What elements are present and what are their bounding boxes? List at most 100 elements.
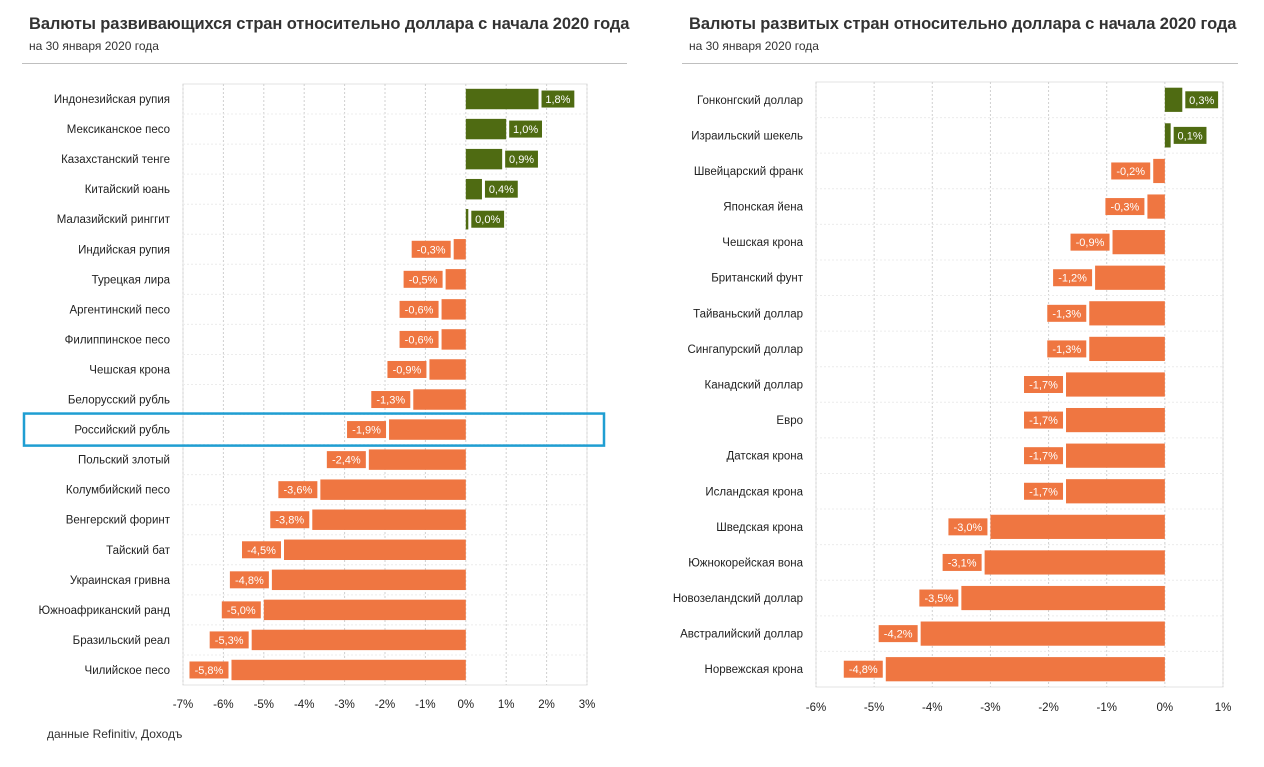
x-tick-label: -5% bbox=[864, 702, 884, 714]
category-label: Мексиканское песо bbox=[67, 124, 170, 136]
data-label: -1,7% bbox=[1029, 415, 1058, 427]
data-label: 0,9% bbox=[509, 154, 534, 166]
category-label: Белорусский рубль bbox=[68, 395, 170, 407]
left-chart-title: Валюты развивающихся стран относительно … bbox=[29, 15, 630, 33]
bar bbox=[453, 239, 466, 260]
data-label-box bbox=[278, 481, 318, 499]
x-tick-label: -2% bbox=[375, 699, 395, 711]
category-label: Швейцарский франк bbox=[694, 166, 804, 178]
data-label-box bbox=[403, 270, 443, 288]
data-label-box bbox=[387, 360, 427, 378]
data-label-box bbox=[411, 240, 451, 258]
data-label: -5,3% bbox=[215, 635, 244, 647]
x-tick-label: -6% bbox=[213, 699, 233, 711]
data-label-box bbox=[471, 210, 505, 228]
x-tick-label: 1% bbox=[498, 699, 515, 711]
bar bbox=[1164, 87, 1183, 112]
category-label: Тайский бат bbox=[106, 545, 171, 557]
bar bbox=[1066, 443, 1165, 468]
data-label-box bbox=[1070, 233, 1110, 251]
data-label-box bbox=[509, 120, 542, 138]
category-label: Британский фунт bbox=[711, 273, 804, 285]
data-label-box bbox=[326, 451, 366, 469]
data-label: -3,0% bbox=[954, 522, 983, 534]
data-label: -3,6% bbox=[283, 485, 312, 497]
data-label: -5,0% bbox=[227, 605, 256, 617]
data-label: -4,8% bbox=[235, 575, 264, 587]
bar bbox=[1164, 123, 1171, 148]
left-chart-subtitle: на 30 января 2020 года bbox=[29, 39, 159, 53]
data-label: -0,6% bbox=[405, 334, 434, 346]
data-label-box bbox=[541, 90, 575, 108]
bar bbox=[1112, 230, 1165, 255]
data-label-box bbox=[270, 511, 310, 529]
category-label: Польский злотый bbox=[78, 455, 170, 467]
category-label: Малазийский ринггит bbox=[57, 214, 171, 226]
data-label-box bbox=[843, 660, 883, 678]
bar bbox=[271, 569, 466, 591]
data-label: -1,3% bbox=[376, 395, 405, 407]
data-label: -4,5% bbox=[247, 545, 276, 557]
category-label: Датская крона bbox=[727, 451, 804, 463]
category-label: Японская йена bbox=[723, 202, 803, 214]
data-label: -0,5% bbox=[409, 274, 438, 286]
data-label: -0,6% bbox=[405, 304, 434, 316]
category-label: Сингапурский доллар bbox=[687, 344, 803, 356]
category-label: Чешская крона bbox=[89, 364, 170, 376]
category-label: Австралийский доллар bbox=[680, 629, 803, 641]
category-label: Филиппинское песо bbox=[65, 334, 170, 346]
data-source: данные Refinitiv, Доходъ bbox=[47, 727, 183, 741]
bar bbox=[1066, 479, 1165, 504]
bar bbox=[990, 514, 1165, 539]
bar bbox=[465, 88, 539, 110]
x-tick-label: -3% bbox=[980, 702, 1000, 714]
data-label: -0,9% bbox=[393, 364, 422, 376]
data-label: -1,3% bbox=[1052, 344, 1081, 356]
data-label: -3,1% bbox=[948, 557, 977, 569]
bar bbox=[413, 389, 466, 410]
category-label: Канадский доллар bbox=[705, 380, 803, 392]
category-label: Израильский шекель bbox=[691, 130, 803, 142]
x-tick-label: -1% bbox=[415, 699, 435, 711]
bar bbox=[263, 599, 466, 621]
data-label-box bbox=[242, 541, 281, 559]
category-label: Южноафриканский ранд bbox=[39, 605, 171, 617]
data-label-box bbox=[209, 631, 249, 649]
category-label: Венгерский форинт bbox=[66, 515, 171, 527]
category-label: Индонезийская рупия bbox=[54, 94, 170, 106]
data-label: -1,7% bbox=[1029, 486, 1058, 498]
data-label: -1,9% bbox=[352, 425, 381, 437]
data-label-box bbox=[399, 330, 439, 348]
data-label: -5,8% bbox=[195, 665, 224, 677]
data-label: -1,2% bbox=[1058, 273, 1087, 285]
plot-area bbox=[815, 81, 1224, 688]
data-label-box bbox=[1185, 91, 1219, 109]
category-label: Бразильский реал bbox=[73, 635, 170, 647]
bar bbox=[465, 148, 503, 170]
data-label: -1,7% bbox=[1029, 451, 1058, 463]
data-label: -1,3% bbox=[1052, 308, 1081, 320]
right-chart-title: Валюты развитых стран относительно долла… bbox=[689, 15, 1237, 33]
bar bbox=[251, 629, 466, 651]
bar bbox=[441, 299, 466, 320]
bar bbox=[389, 419, 466, 440]
bar bbox=[1147, 194, 1165, 219]
developed-currencies-chart: -6% -5% -4% -3% -2% -1% 0% 1% Гонконгский доллар… bbox=[673, 81, 1231, 714]
x-tick-label: -4% bbox=[922, 702, 942, 714]
category-label: Турецкая лира bbox=[92, 274, 171, 286]
data-label-box bbox=[942, 553, 982, 571]
data-label: 0,0% bbox=[475, 214, 500, 226]
bar bbox=[1066, 407, 1165, 433]
category-label: Китайский юань bbox=[85, 184, 170, 196]
category-label: Чилийское песо bbox=[85, 665, 170, 677]
data-label-box bbox=[1024, 411, 1064, 429]
category-label: Чешская крона bbox=[722, 237, 803, 249]
x-tick-label: -5% bbox=[254, 699, 274, 711]
data-label-box bbox=[1047, 304, 1087, 322]
data-label-box bbox=[919, 589, 959, 607]
data-label-box bbox=[347, 421, 387, 439]
bar bbox=[320, 479, 466, 500]
x-tick-label: -4% bbox=[294, 699, 314, 711]
category-label: Тайваньский доллар bbox=[693, 308, 803, 320]
data-label: 1,0% bbox=[513, 124, 538, 136]
